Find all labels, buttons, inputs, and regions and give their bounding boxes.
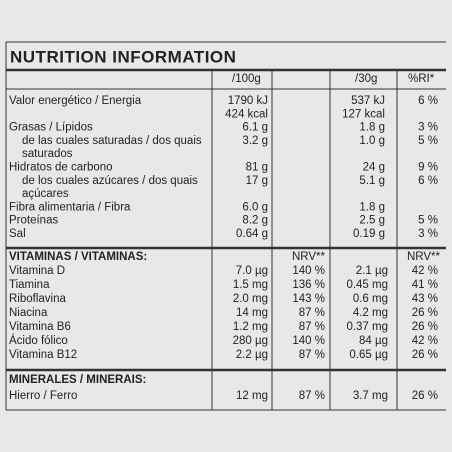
- value-100g: 0.64 g: [236, 228, 268, 240]
- row-label: Hierro / Ferro: [9, 390, 77, 402]
- value-100g: 2.2 µg: [236, 349, 268, 361]
- value-30g: 0.6 mg: [353, 293, 388, 305]
- value-100g: 14 mg: [236, 307, 268, 319]
- header-per-100g: /100g: [232, 73, 261, 85]
- value-30g: 0.37 mg: [346, 321, 388, 333]
- nrv-30g: 42 %: [412, 265, 438, 277]
- row-label: Vitamina B6: [9, 321, 71, 333]
- nutrient-label: Sal: [9, 228, 26, 240]
- vitamins-title: VITAMINAS / VITAMINAS:: [9, 251, 147, 263]
- ri-value: 6 %: [418, 95, 438, 107]
- value-30g: 24 g: [363, 162, 385, 174]
- nrv-100g: 87 %: [299, 307, 325, 319]
- nutrient-label: Proteínas: [9, 215, 58, 227]
- value-100g: 424 kcal: [225, 108, 268, 120]
- value-100g: 1790 kJ: [228, 95, 268, 107]
- value-30g: 2.1 µg: [356, 265, 388, 277]
- value-30g: 5.1 g: [359, 175, 385, 187]
- value-100g: 12 mg: [236, 390, 268, 402]
- ri-value: 9 %: [418, 162, 438, 174]
- value-30g: 0.45 mg: [346, 279, 388, 291]
- nrv-30g: 26 %: [412, 349, 438, 361]
- row-label: Riboflavina: [9, 293, 66, 305]
- nrv-30g: 26 %: [412, 390, 438, 402]
- ri-value: 5 %: [418, 135, 438, 147]
- nrv-100g: 140 %: [292, 265, 325, 277]
- title: NUTRITION INFORMATION: [10, 47, 236, 66]
- nutrient-label: saturados: [22, 148, 73, 160]
- value-100g: 1.2 mg: [233, 321, 268, 333]
- nrv-100g-header: NRV**: [292, 251, 326, 263]
- nrv-30g: 42 %: [412, 335, 438, 347]
- value-100g: 81 g: [246, 162, 268, 174]
- value-30g: 3.7 mg: [353, 390, 388, 402]
- nutrient-label: de los cuales azúcares / dos quais: [22, 175, 198, 187]
- nrv-100g: 87 %: [299, 321, 325, 333]
- value-100g: 7.0 µg: [236, 265, 268, 277]
- value-30g: 4.2 mg: [353, 307, 388, 319]
- nrv-100g: 143 %: [292, 293, 325, 305]
- header-per-30g: /30g: [355, 73, 377, 85]
- value-100g: 8.2 g: [242, 215, 268, 227]
- nrv-100g: 136 %: [292, 279, 325, 291]
- ri-value: 3 %: [418, 122, 438, 134]
- nrv-30g: 26 %: [412, 321, 438, 333]
- value-30g: 1.0 g: [359, 135, 385, 147]
- value-30g: 537 kJ: [351, 95, 385, 107]
- value-30g: 0.65 µg: [349, 349, 388, 361]
- value-30g: 1.8 g: [359, 201, 385, 213]
- nrv-30g: 43 %: [412, 293, 438, 305]
- value-100g: 2.0 mg: [233, 293, 268, 305]
- value-30g: 2.5 g: [359, 215, 385, 227]
- nutrient-label: de las cuales saturadas / dos quais: [22, 135, 202, 147]
- nrv-100g: 87 %: [299, 390, 325, 402]
- value-100g: 6.1 g: [242, 122, 268, 134]
- nutrient-label: Valor energético / Energia: [9, 95, 142, 107]
- nrv-100g: 140 %: [292, 335, 325, 347]
- nutrient-label: Grasas / Lípidos: [9, 122, 93, 134]
- ri-value: 3 %: [418, 228, 438, 240]
- value-100g: 17 g: [246, 175, 268, 187]
- nutrient-label: Hidratos de carbono: [9, 162, 113, 174]
- nrv-30g: 41 %: [412, 279, 438, 291]
- nrv-30g: 26 %: [412, 307, 438, 319]
- row-label: Niacina: [9, 307, 48, 319]
- value-100g: 280 µg: [233, 335, 268, 347]
- nrv-100g: 87 %: [299, 349, 325, 361]
- nrv-30g-header: NRV**: [407, 251, 441, 263]
- nutrient-label: Fibra alimentaria / Fibra: [9, 201, 131, 213]
- value-30g: 1.8 g: [359, 122, 385, 134]
- row-label: Vitamina B12: [9, 349, 77, 361]
- ri-value: 6 %: [418, 175, 438, 187]
- value-30g: 84 µg: [359, 335, 388, 347]
- header-ri: %RI*: [408, 73, 435, 85]
- value-30g: 127 kcal: [342, 108, 385, 120]
- value-100g: 1.5 mg: [233, 279, 268, 291]
- nutrient-label: açúcares: [22, 188, 69, 200]
- value-30g: 0.19 g: [353, 228, 385, 240]
- row-label: Tiamina: [9, 279, 50, 291]
- value-100g: 3.2 g: [242, 135, 268, 147]
- row-label: Vitamina D: [9, 265, 65, 277]
- ri-value: 5 %: [418, 215, 438, 227]
- value-100g: 6.0 g: [242, 201, 268, 213]
- row-label: Ácido fólico: [9, 334, 68, 347]
- minerals-title: MINERALES / MINERAIS:: [9, 374, 146, 386]
